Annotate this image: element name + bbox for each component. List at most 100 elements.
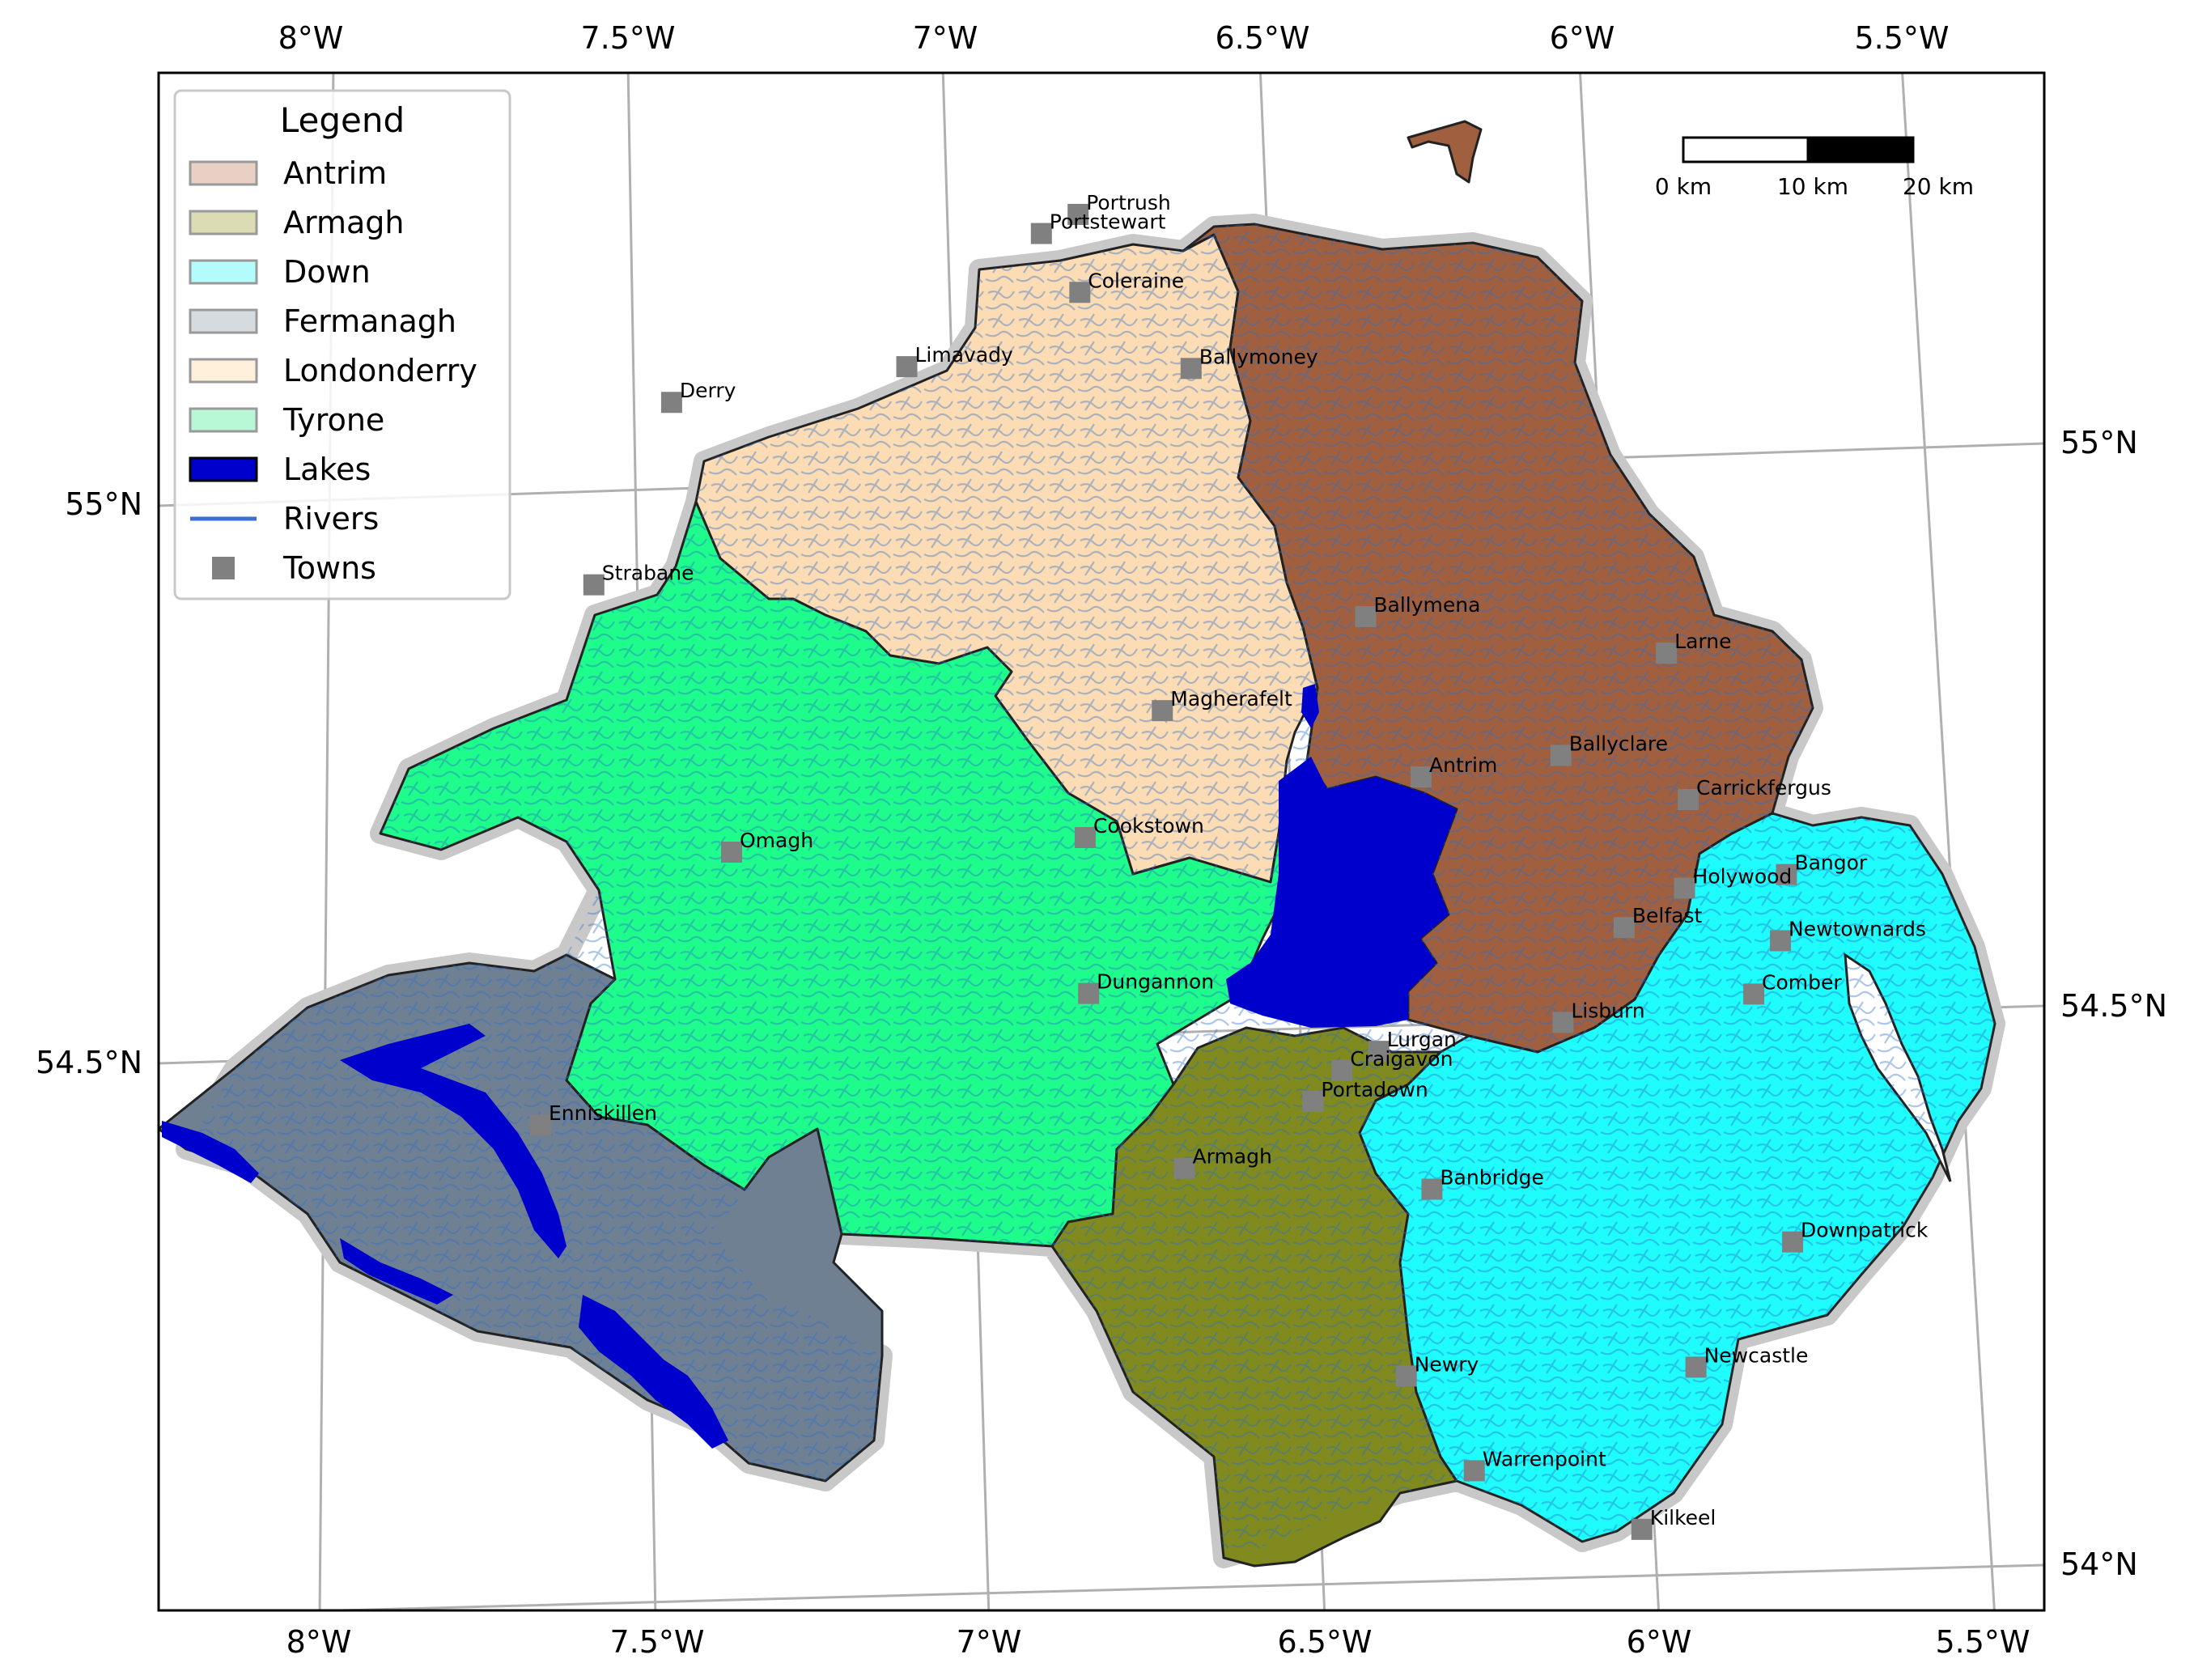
- town-marker: [1302, 1090, 1324, 1112]
- town-marker: [1074, 826, 1096, 848]
- legend: Legend Antrim Armagh Down Fermanagh Londonde…: [173, 89, 511, 600]
- town-marker: [1674, 877, 1695, 899]
- town-label: Coleraine: [1088, 269, 1184, 292]
- town-marker: [1631, 1518, 1653, 1540]
- town-label: Lisburn: [1571, 999, 1644, 1022]
- town-marker: [1067, 203, 1089, 225]
- scale-label-10: 10 km: [1777, 173, 1848, 200]
- legend-swatch-towns: [212, 557, 235, 579]
- legend-label-tyrone: Tyrone: [282, 402, 384, 438]
- scale-bar-white-segment: [1682, 136, 1810, 163]
- town-label: Armagh: [1193, 1145, 1272, 1169]
- town-label: Dungannon: [1097, 970, 1214, 994]
- town-marker: [1770, 930, 1792, 952]
- town-marker: [1776, 863, 1797, 885]
- town-label: Portrush: [1086, 191, 1171, 214]
- legend-swatch-lakes: [189, 456, 258, 482]
- town-marker: [1152, 700, 1173, 722]
- legend-label-londonderry: Londonderry: [283, 353, 477, 388]
- lat-tick-label-left: 54.5°N: [36, 1045, 142, 1080]
- town-marker: [1463, 1460, 1485, 1482]
- town-label: Enniskillen: [549, 1101, 657, 1125]
- town-marker: [1078, 982, 1100, 1004]
- scale-label-20: 20 km: [1903, 173, 1974, 200]
- legend-swatch-antrim: [189, 160, 258, 186]
- town-marker: [1782, 1231, 1804, 1253]
- lon-tick-label-bottom: 6°W: [1627, 1624, 1692, 1660]
- town-label: Comber: [1762, 970, 1842, 994]
- town-marker: [1331, 1059, 1353, 1081]
- town-label: Belfast: [1632, 904, 1703, 927]
- town-label: Kilkeel: [1650, 1506, 1716, 1529]
- town-label: Banbridge: [1440, 1166, 1544, 1190]
- legend-label-fermanagh: Fermanagh: [283, 303, 456, 339]
- town-label: Portstewart: [1050, 210, 1166, 234]
- legend-label-armagh: Armagh: [283, 205, 404, 240]
- town-label: Holywood: [1693, 865, 1793, 889]
- town-marker: [1613, 917, 1635, 939]
- legend-swatch-fermanagh: [189, 308, 258, 334]
- town-label: Newtownards: [1789, 917, 1926, 940]
- parallel-54n: [295, 1563, 2044, 1610]
- lough-neagh: [1226, 757, 1457, 1028]
- town-marker: [1550, 745, 1572, 766]
- upper-lough-erne: [579, 1295, 728, 1449]
- town-label: Newry: [1415, 1352, 1479, 1376]
- town-marker: [1069, 282, 1091, 303]
- meridian-5-5w: [1901, 73, 1996, 1610]
- lat-tick-label-left: 55°N: [65, 486, 142, 522]
- legend-label-antrim: Antrim: [283, 155, 387, 191]
- town-label: Omagh: [740, 829, 813, 852]
- town-marker: [1421, 1178, 1443, 1200]
- legend-label-rivers: Rivers: [283, 501, 379, 537]
- county-antrim-rathlin: [1407, 120, 1483, 184]
- legend-box: [173, 89, 511, 600]
- scale-label-0: 0 km: [1655, 173, 1712, 200]
- lon-tick-label-bottom: 7.5°W: [609, 1624, 704, 1660]
- lon-tick-label-top: 6°W: [1550, 20, 1615, 56]
- town-label: Strabane: [602, 562, 694, 585]
- town-marker: [721, 842, 742, 863]
- town-label: Bangor: [1794, 851, 1867, 875]
- town-label: Newcastle: [1704, 1343, 1809, 1367]
- lon-tick-label-top: 5.5°W: [1854, 20, 1949, 56]
- legend-label-lakes: Lakes: [283, 452, 371, 487]
- lough-macnean: [340, 1238, 453, 1305]
- lat-tick-label-right: 55°N: [2060, 425, 2138, 460]
- town-marker: [1552, 1012, 1574, 1033]
- town-marker: [1395, 1365, 1417, 1387]
- town-label: Lurgan: [1387, 1028, 1457, 1051]
- town-marker: [1411, 766, 1432, 788]
- town-marker: [660, 392, 682, 414]
- town-label: Derry: [680, 379, 736, 402]
- town-label: Antrim: [1429, 753, 1497, 777]
- lon-tick-label-top: 7.5°W: [580, 20, 675, 56]
- legend-label-towns: Towns: [282, 550, 376, 586]
- rivers-overlay: [186, 224, 1995, 1558]
- lon-tick-label-bottom: 5.5°W: [1935, 1624, 2030, 1660]
- lower-lough-erne: [340, 1024, 566, 1258]
- town-label: Warrenpoint: [1483, 1447, 1606, 1470]
- town-marker: [1355, 606, 1377, 627]
- lat-tick-label-right: 54°N: [2060, 1546, 2138, 1582]
- scale-bar-black-segment: [1806, 136, 1915, 163]
- map-frame: [157, 71, 2046, 1612]
- town-marker: [1656, 643, 1678, 664]
- town-label: Craigavon: [1350, 1047, 1453, 1071]
- town-marker: [583, 574, 605, 596]
- lon-tick-label-top: 8°W: [278, 20, 344, 56]
- town-marker: [896, 356, 918, 378]
- legend-title: Legend: [280, 100, 405, 140]
- town-label: Larne: [1674, 630, 1731, 653]
- town-label: Portadown: [1321, 1078, 1428, 1101]
- lat-tick-label-right: 54.5°N: [2060, 988, 2167, 1024]
- lon-tick-label-bottom: 8°W: [286, 1624, 352, 1660]
- lon-tick-label-top: 6.5°W: [1215, 20, 1309, 56]
- town-marker: [1030, 223, 1052, 244]
- town-label: Ballyclare: [1569, 732, 1668, 756]
- town-label: Limavady: [915, 343, 1014, 367]
- town-label: Magherafelt: [1170, 687, 1292, 711]
- town-marker: [1173, 1157, 1195, 1179]
